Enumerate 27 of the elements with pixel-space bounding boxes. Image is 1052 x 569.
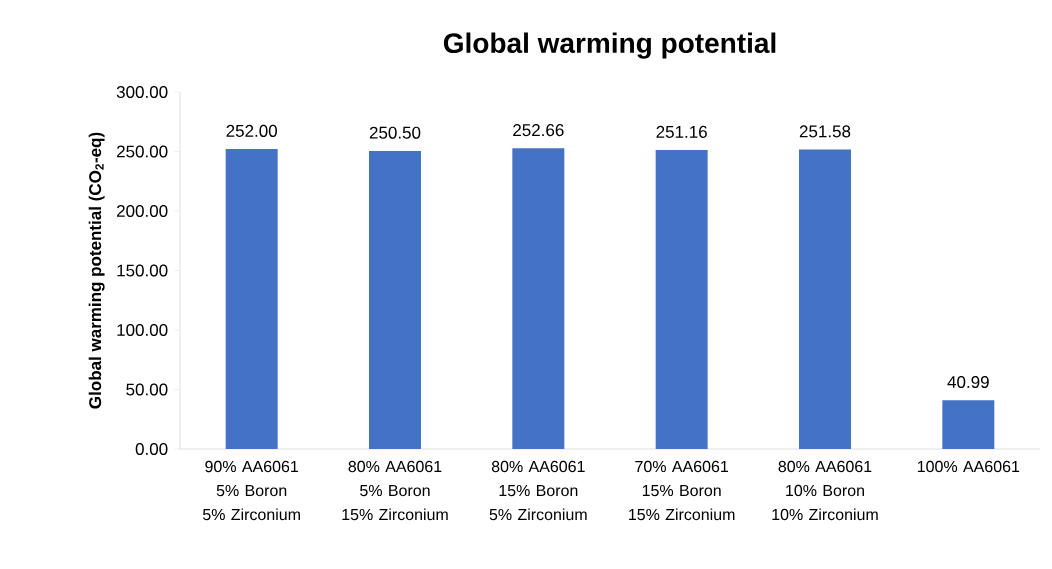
bar [512, 148, 565, 449]
y-axis-title: Global warming potential (CO$_{2}$-eq) [88, 132, 105, 409]
bar [942, 400, 995, 449]
x-tick-label: 80% AA6061 10% Boron 10% Zirconium [772, 460, 878, 521]
data-label: 40.99 [947, 375, 989, 389]
y-tick-label: 250.00 [117, 145, 168, 158]
bar [225, 149, 278, 449]
x-tick-label: 90% AA6061 5% Boron 5% Zirconium [202, 460, 300, 521]
y-tick-label: 200.00 [117, 204, 168, 218]
bar [369, 150, 421, 449]
x-tick-label: 80% AA6061 5% Boron 15% Zirconium [342, 460, 448, 521]
y-tick-label: 150.00 [117, 264, 168, 277]
bar [655, 150, 708, 449]
y-tick-label: 300.00 [116, 85, 168, 99]
x-tick-label: 100% AA6061 [917, 460, 1020, 473]
data-label: 251.16 [656, 125, 707, 138]
data-label: 251.58 [799, 125, 851, 138]
data-label: 250.50 [369, 126, 421, 139]
bar [799, 149, 851, 449]
y-tick-label: 50.00 [126, 383, 168, 396]
data-label: 252.00 [226, 124, 278, 137]
x-tick-label: 80% AA6061 15% Boron 5% Zirconium [489, 460, 587, 521]
x-tick-label: 70% AA6061 15% Boron 15% Zirconium [629, 460, 735, 521]
y-tick-label: 100.00 [117, 323, 168, 337]
chart-title: Global warming potential [443, 32, 776, 59]
y-tick-label: 0.00 [135, 442, 168, 456]
data-label: 252.66 [513, 124, 564, 137]
